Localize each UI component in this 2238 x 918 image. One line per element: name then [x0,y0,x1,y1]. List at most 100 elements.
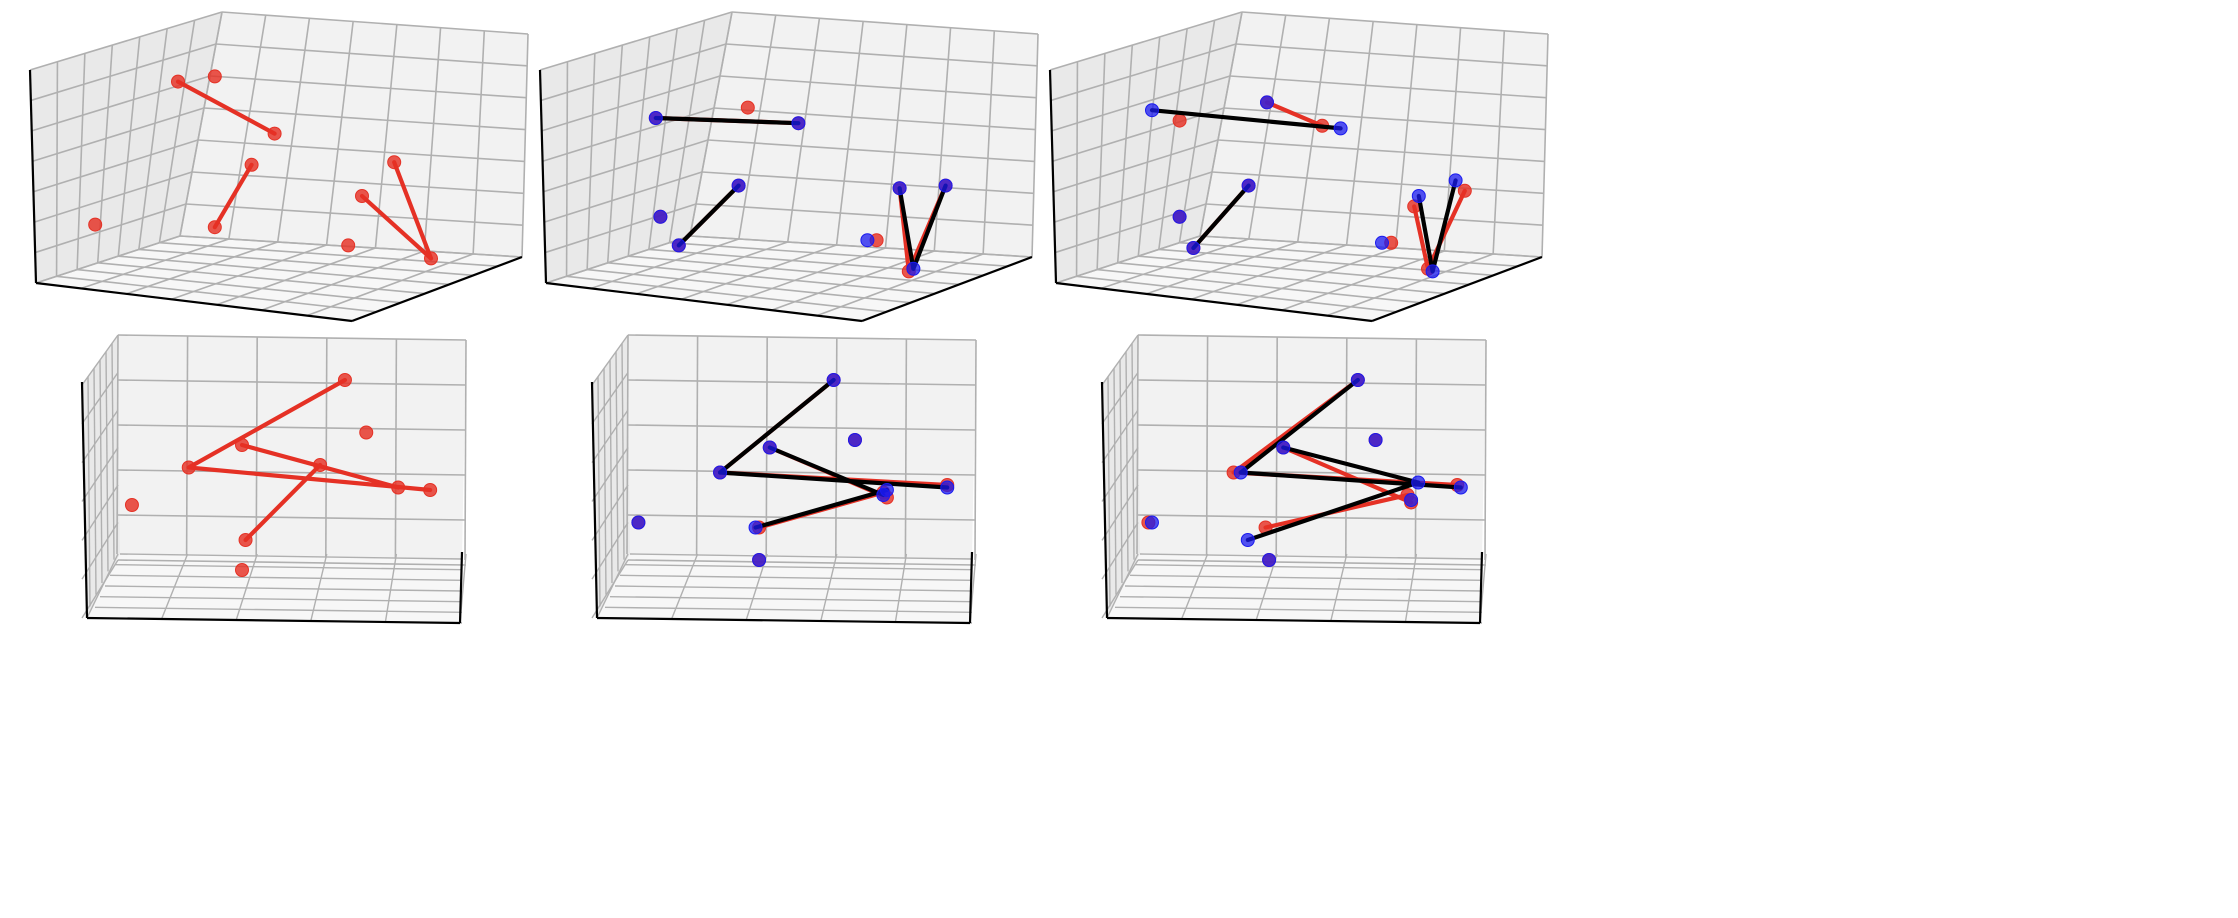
grid-line [521,33,529,258]
grid-line [117,379,467,386]
grid-line [34,203,187,254]
prediction-joint-J [1375,235,1389,250]
grid-line [114,563,463,571]
grid-line [1055,235,1201,284]
grid-line [99,595,463,603]
grid-line [544,203,697,254]
grid-line [1101,484,1139,541]
prediction-joint-H [1411,189,1426,203]
grid-line [1191,244,1347,301]
prediction-joint-C [791,116,806,131]
grid-line [565,61,569,277]
pane-floor [36,236,522,321]
grid-line [1345,337,1348,558]
grid-line [1139,553,1483,560]
grid-line [726,247,886,306]
grid-line [1326,253,1494,317]
grid-line [713,107,1036,131]
grid-line [1137,424,1487,431]
grid-line [629,553,973,560]
prediction-bone-D-E [1191,183,1251,251]
x-axis-line [86,616,461,625]
z-axis-line [80,381,89,619]
grid-line [1235,43,1548,67]
grid-line [1051,75,1231,132]
grid-line [29,11,223,71]
y-axis-line [351,255,523,323]
grid-line [1101,559,1139,619]
grid-line [681,244,837,301]
grid-line [94,606,463,614]
grid-line [1053,139,1219,193]
grid-line [668,20,706,243]
grid-line [117,559,467,566]
ground-truth-joint-A [171,74,185,89]
grid-line [126,241,278,295]
grid-line [884,24,908,249]
grid-line [81,447,119,502]
grid-line [544,171,703,223]
ground-truth-joint-G [1457,183,1472,198]
y-axis-line [861,255,1033,323]
ground-truth-bone-E-I [243,462,323,543]
grid-line [648,248,984,277]
grid-line [731,11,1039,35]
ground-truth-bone-H-I [359,193,434,261]
grid-line [35,235,181,284]
grid-line [614,585,973,592]
ground-truth-bone-G-I [392,160,434,261]
prediction-bone-G-I [1430,178,1458,274]
grid-line [816,253,984,317]
grid-line [324,337,328,558]
grid-line [1075,61,1079,277]
grid-line [624,563,973,571]
ground-truth-joint-J [235,563,249,577]
grid-line [1137,334,1487,341]
prediction-joint-J [860,233,875,248]
grid-line [203,107,526,131]
ground-truth-joint-B [740,100,755,115]
grid-line [1394,24,1418,249]
grid-line [80,238,230,290]
prediction-joint-I [906,261,921,276]
grid-line [786,18,821,243]
grid-line [1116,45,1134,263]
grid-line [591,372,629,425]
prediction-bone-A-D [717,377,836,475]
grid-line [1136,334,1139,555]
subplot-4 [80,334,467,625]
grid-line [628,255,960,286]
grid-line [30,43,217,102]
grid-line [86,553,119,619]
grid-line [209,75,527,99]
grid-line [1049,11,1243,71]
grid-line [159,241,498,267]
prediction-bone-D-G [717,470,950,490]
prediction-joint-A [648,111,663,125]
pane-back-wall [180,12,528,257]
prediction-bone-A-C [1149,108,1343,131]
grid-line [604,606,973,614]
grid-line [1241,11,1549,35]
pane-back-wall [118,335,466,560]
grid-line [116,334,119,555]
ground-truth-joint-C [267,126,282,141]
prediction-joint-A [1145,103,1159,118]
grid-line [81,522,119,580]
grid-line [1330,553,1348,622]
grid-line [1101,522,1139,580]
grid-line [607,262,935,295]
grid-line [707,139,1035,163]
grid-line [117,469,467,476]
grid-line [1199,11,1243,237]
grid-line [695,335,699,556]
prediction-bone-A-C [653,115,801,126]
grid-line [81,334,119,386]
grid-line [719,75,1037,99]
ground-truth-joint-A [1172,113,1187,128]
prediction-joint-F [653,209,668,224]
prediction-bone-G-I [911,183,948,271]
prediction-bone-C-E [1281,445,1421,485]
prediction-joint-C [762,440,777,455]
